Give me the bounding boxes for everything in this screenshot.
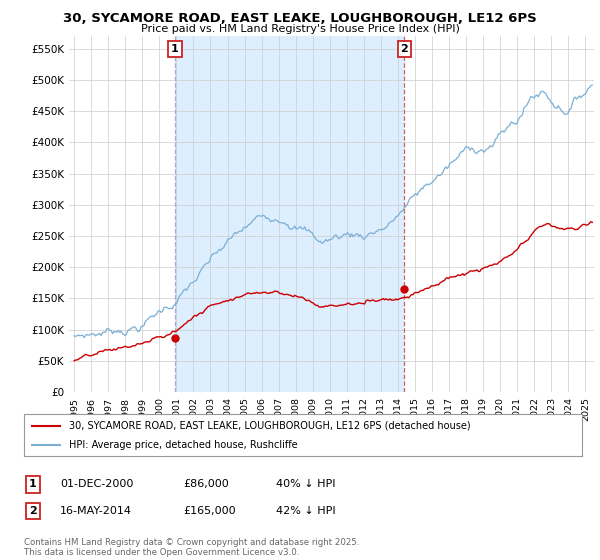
Bar xyxy=(175,36,404,392)
Text: HPI: Average price, detached house, Rushcliffe: HPI: Average price, detached house, Rush… xyxy=(68,440,297,450)
Text: Contains HM Land Registry data © Crown copyright and database right 2025.
This d: Contains HM Land Registry data © Crown c… xyxy=(24,538,359,557)
Text: 42% ↓ HPI: 42% ↓ HPI xyxy=(276,506,335,516)
Text: 30, SYCAMORE ROAD, EAST LEAKE, LOUGHBOROUGH, LE12 6PS (detached house): 30, SYCAMORE ROAD, EAST LEAKE, LOUGHBORO… xyxy=(68,421,470,431)
Text: 2: 2 xyxy=(400,44,408,54)
Text: Price paid vs. HM Land Registry's House Price Index (HPI): Price paid vs. HM Land Registry's House … xyxy=(140,24,460,34)
Text: 1: 1 xyxy=(171,44,179,54)
Text: £165,000: £165,000 xyxy=(183,506,236,516)
Text: 01-DEC-2000: 01-DEC-2000 xyxy=(60,479,133,489)
Text: 40% ↓ HPI: 40% ↓ HPI xyxy=(276,479,335,489)
Text: £86,000: £86,000 xyxy=(183,479,229,489)
Text: 30, SYCAMORE ROAD, EAST LEAKE, LOUGHBOROUGH, LE12 6PS: 30, SYCAMORE ROAD, EAST LEAKE, LOUGHBORO… xyxy=(63,12,537,25)
Text: 16-MAY-2014: 16-MAY-2014 xyxy=(60,506,132,516)
Text: 2: 2 xyxy=(29,506,37,516)
Text: 1: 1 xyxy=(29,479,37,489)
